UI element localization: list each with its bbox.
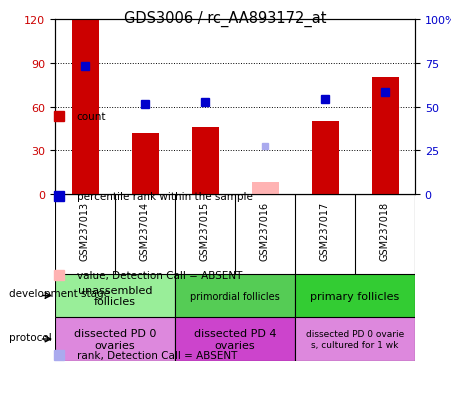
- Text: unassembled
follicles: unassembled follicles: [78, 285, 152, 306]
- Text: percentile rank within the sample: percentile rank within the sample: [77, 191, 253, 201]
- Bar: [372, 78, 399, 195]
- Bar: [55, 274, 175, 317]
- Text: count: count: [77, 112, 106, 122]
- Bar: [295, 317, 415, 361]
- Text: primary follicles: primary follicles: [310, 291, 400, 301]
- Text: GSM237016: GSM237016: [260, 201, 270, 260]
- Text: dissected PD 4
ovaries: dissected PD 4 ovaries: [194, 328, 276, 350]
- Bar: [72, 20, 98, 195]
- Text: development stage: development stage: [9, 289, 110, 299]
- Text: value, Detection Call = ABSENT: value, Detection Call = ABSENT: [77, 271, 242, 281]
- Text: dissected PD 0
ovaries: dissected PD 0 ovaries: [74, 328, 156, 350]
- Bar: [192, 128, 218, 195]
- Bar: [175, 274, 295, 317]
- Text: rank, Detection Call = ABSENT: rank, Detection Call = ABSENT: [77, 350, 237, 360]
- Bar: [295, 274, 415, 317]
- Text: GDS3006 / rc_AA893172_at: GDS3006 / rc_AA893172_at: [124, 10, 327, 26]
- Bar: [175, 317, 295, 361]
- Text: primordial follicles: primordial follicles: [190, 291, 280, 301]
- Text: GSM237013: GSM237013: [80, 201, 90, 260]
- Bar: [252, 183, 279, 195]
- Text: dissected PD 0 ovarie
s, cultured for 1 wk: dissected PD 0 ovarie s, cultured for 1 …: [306, 330, 404, 349]
- Bar: [55, 317, 175, 361]
- Bar: [312, 122, 339, 195]
- Bar: [132, 133, 158, 195]
- Text: GSM237015: GSM237015: [200, 201, 210, 260]
- Text: GSM237018: GSM237018: [380, 201, 390, 260]
- Text: protocol: protocol: [9, 332, 52, 342]
- Text: GSM237014: GSM237014: [140, 201, 150, 260]
- Text: GSM237017: GSM237017: [320, 201, 330, 260]
